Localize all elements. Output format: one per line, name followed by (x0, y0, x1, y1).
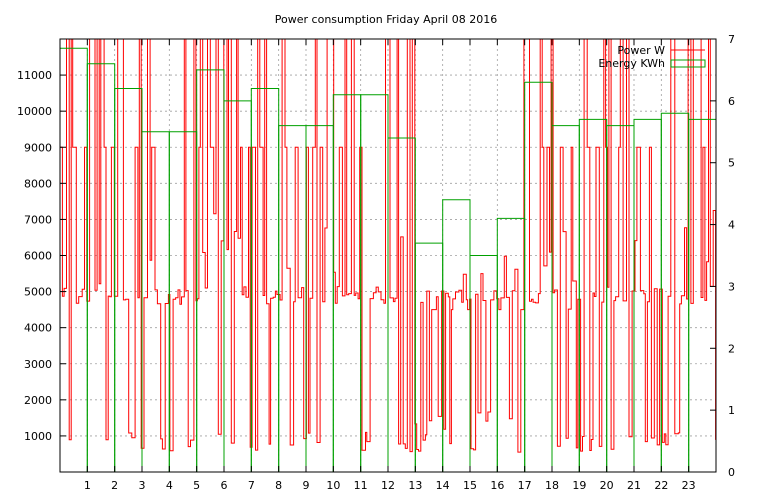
x-tick-label-2: 2 (111, 479, 118, 492)
x-tick-label-20: 20 (600, 479, 614, 492)
x-tick-label-13: 13 (408, 479, 422, 492)
x-tick-label-7: 7 (248, 479, 255, 492)
y-tick-label-9000: 9000 (24, 141, 52, 154)
y2-tick-label-3: 3 (728, 280, 735, 293)
legend-swatch-energy (670, 59, 706, 68)
x-tick-label-23: 23 (682, 479, 696, 492)
y-axis-right: 0 1 2 3 4 5 6 7 (710, 33, 735, 479)
x-tick-label-12: 12 (381, 479, 395, 492)
x-tick-label-11: 11 (354, 479, 368, 492)
series-energy-steps (59, 47, 717, 472)
x-tick-label-17: 17 (518, 479, 532, 492)
legend-label-energy: Energy KWh (598, 57, 665, 70)
y2-tick-label-6: 6 (728, 95, 735, 108)
x-tick-label-9: 9 (303, 479, 310, 492)
x-tick-label-10: 10 (326, 479, 340, 492)
x-tick-label-3: 3 (139, 479, 146, 492)
y2-tick-label-1: 1 (728, 404, 735, 417)
legend-label-power: Power W (617, 44, 665, 57)
energy-bar-11 (360, 94, 389, 472)
x-tick-label-18: 18 (545, 479, 559, 492)
y-tick-label-6000: 6000 (24, 250, 52, 263)
y-tick-label-10000: 10000 (17, 105, 52, 118)
y2-tick-label-5: 5 (728, 157, 735, 170)
y2-tick-label-0: 0 (728, 466, 735, 479)
y-tick-label-11000: 11000 (17, 69, 52, 82)
x-tick-label-22: 22 (654, 479, 668, 492)
x-tick-label-6: 6 (221, 479, 228, 492)
energy-bar-0 (59, 47, 88, 472)
energy-bar-12 (387, 137, 416, 472)
x-tick-label-8: 8 (275, 479, 282, 492)
y2-tick-label-4: 4 (728, 219, 735, 232)
y2-tick-label-2: 2 (728, 342, 735, 355)
legend: Power W Energy KWh (598, 44, 706, 70)
x-tick-label-15: 15 (463, 479, 477, 492)
x-tick-label-16: 16 (490, 479, 504, 492)
x-tick-label-19: 19 (572, 479, 586, 492)
y-tick-label-4000: 4000 (24, 322, 52, 335)
power-line-path (60, 38, 717, 453)
y-tick-label-3000: 3000 (24, 358, 52, 371)
y-axis-left: 1000 2000 3000 4000 5000 6000 7000 8000 9000 1000… (17, 69, 66, 443)
x-tick-label-21: 21 (627, 479, 641, 492)
y-tick-label-7000: 7000 (24, 213, 52, 226)
energy-bar-8 (278, 125, 307, 472)
x-axis: 1 2 3 4 5 6 7 8 9 10 11 12 13 14 15 16 17 18 19 20 21 22 23 (84, 39, 696, 492)
x-tick-label-1: 1 (84, 479, 91, 492)
x-tick-label-5: 5 (193, 479, 200, 492)
y-tick-label-2000: 2000 (24, 394, 52, 407)
y2-tick-label-7: 7 (728, 33, 735, 46)
energy-bar-23 (688, 118, 717, 472)
chart-title: Power consumption Friday April 08 2016 (275, 13, 497, 26)
energy-bar-17 (524, 81, 553, 472)
x-tick-label-4: 4 (166, 479, 173, 492)
y-tick-label-8000: 8000 (24, 177, 52, 190)
energy-bar-14 (442, 199, 471, 472)
y-tick-label-5000: 5000 (24, 286, 52, 299)
y-tick-label-1000: 1000 (24, 430, 52, 443)
energy-bar-15 (469, 255, 498, 472)
x-tick-label-14: 14 (436, 479, 450, 492)
series-power-line (60, 38, 717, 453)
